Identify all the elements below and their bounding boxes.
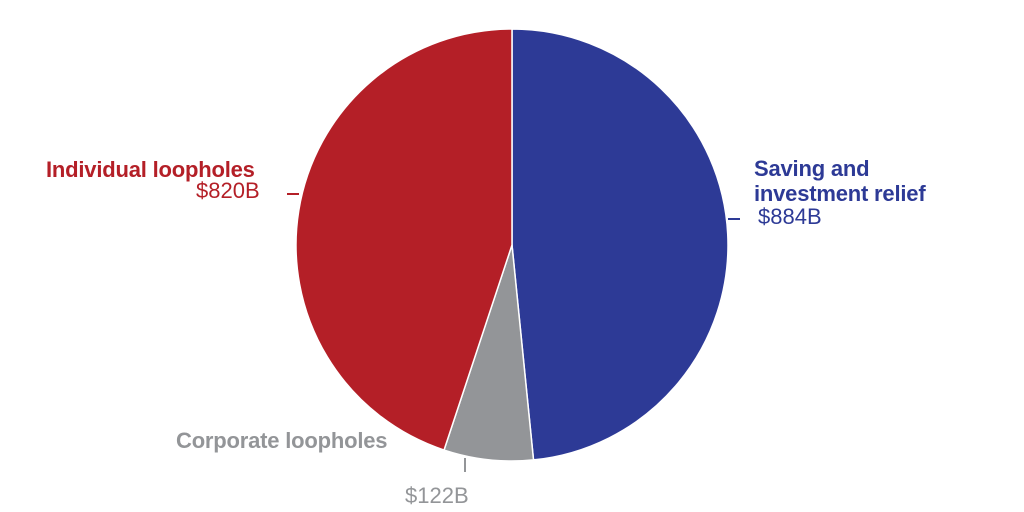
corporate-label-name: Corporate loopholes <box>176 428 388 453</box>
individual-leader-line <box>287 193 299 195</box>
individual-label-name: Individual loopholes <box>46 157 255 182</box>
saving-label-name-line2: investment relief <box>754 181 926 206</box>
corporate-leader-line <box>464 458 466 472</box>
corporate-value: $122B <box>405 483 469 508</box>
saving-value: $884B <box>758 204 822 229</box>
saving-leader-line <box>728 218 740 220</box>
pie-slice-saving-and-investment-relief <box>511 28 729 461</box>
pie-slice-individual-loopholes <box>295 28 513 451</box>
individual-value: $820B <box>196 178 260 203</box>
saving-label-name-line1: Saving and <box>754 156 870 181</box>
saving-label: Saving and investment relief <box>754 156 926 206</box>
